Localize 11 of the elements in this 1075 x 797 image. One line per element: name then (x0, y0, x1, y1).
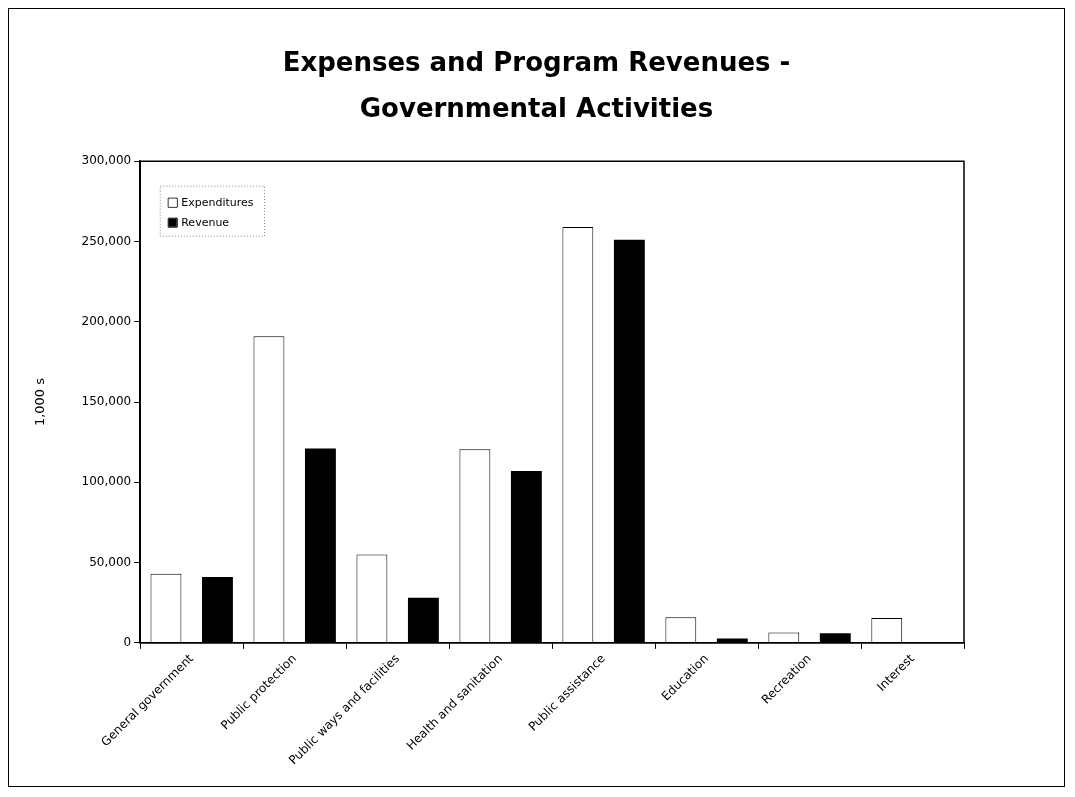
y-axis-title: 1,000 s (32, 377, 48, 427)
legend-label: Expenditures (181, 196, 254, 210)
y-tick-label: 200,000 (81, 313, 132, 328)
y-tick-label: 150,000 (81, 394, 132, 409)
y-tick-label: 100,000 (81, 474, 132, 489)
y-tick-label: 0 (123, 634, 132, 649)
chart-title: Expenses and Program Revenues - Governmental Activities (281, 46, 792, 125)
y-tick-label: 50,000 (89, 554, 132, 569)
y-tick-label: 250,000 (81, 233, 132, 248)
legend-label: Revenue (181, 216, 230, 230)
y-tick-label: 300,000 (81, 153, 132, 168)
